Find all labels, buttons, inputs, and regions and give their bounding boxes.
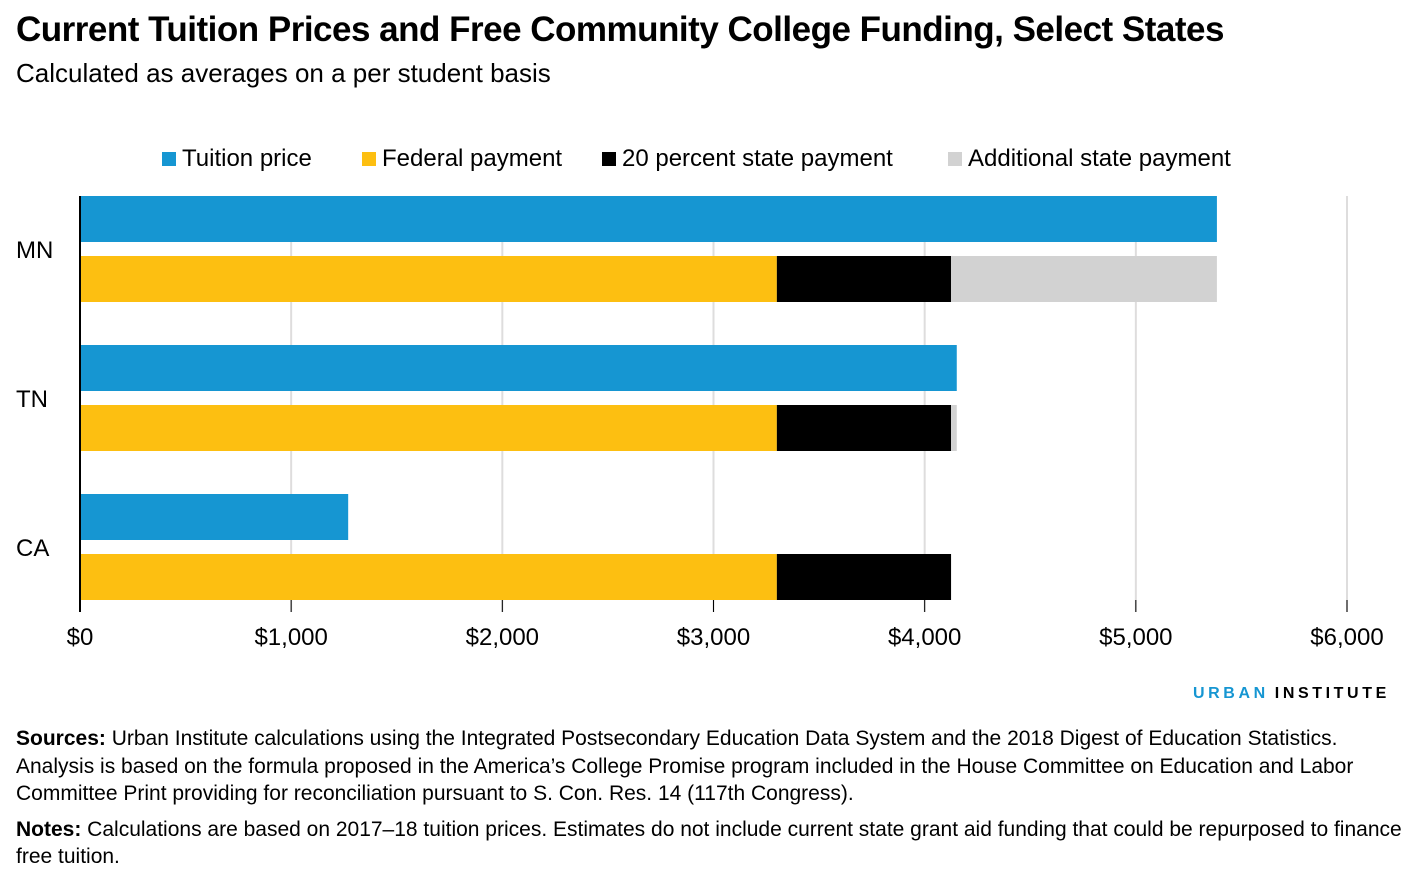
- x-tick-label: $4,000: [888, 624, 961, 651]
- urban-institute-logo: URBAN INSTITUTE: [1193, 685, 1390, 702]
- x-tick-label: $5,000: [1099, 624, 1172, 651]
- legend-item-federal: Federal payment: [362, 145, 562, 173]
- category-label: MN: [16, 237, 53, 264]
- bar-segment-20-percent-state-payment-CA: [776, 554, 952, 600]
- legend-swatch: [162, 152, 176, 166]
- x-tick-label: $0: [67, 624, 94, 651]
- bar-segment-federal-payment-CA: [80, 554, 777, 600]
- legend-item-state20: 20 percent state payment: [602, 145, 893, 173]
- legend-swatch: [602, 152, 616, 166]
- x-tick-label: $2,000: [466, 624, 539, 651]
- legend-swatch: [948, 152, 962, 166]
- x-tick-label: $6,000: [1310, 624, 1383, 651]
- bar-segment-20-percent-state-payment-MN: [776, 256, 952, 302]
- legend-label: Tuition price: [182, 145, 312, 172]
- category-label: TN: [16, 386, 48, 413]
- bar-tuition-MN: [80, 196, 1217, 242]
- notes-note: Notes: Calculations are based on 2017–18…: [16, 817, 1402, 869]
- legend-label: 20 percent state payment: [622, 145, 893, 172]
- bar-tuition-TN: [80, 345, 957, 391]
- bar-tuition-CA: [80, 494, 349, 540]
- legend-item-additional: Additional state payment: [948, 145, 1231, 173]
- legend-item-tuition: Tuition price: [162, 145, 312, 173]
- chart-title: Current Tuition Prices and Free Communit…: [16, 10, 1225, 49]
- bar-segment-federal-payment-TN: [80, 405, 777, 451]
- sources-note: Sources: Urban Institute calculations us…: [16, 727, 1354, 805]
- legend-label: Additional state payment: [968, 145, 1231, 172]
- x-tick-label: $1,000: [254, 624, 327, 651]
- bar-segment-federal-payment-MN: [80, 256, 777, 302]
- bar-segment-additional-state-payment-MN: [951, 256, 1217, 302]
- bar-plot: $0 $1,000 $2,000 $3,000 $4,000 $5,000 $6,000 MN…: [16, 196, 1384, 651]
- bar-segment-additional-state-payment-TN: [951, 405, 957, 451]
- chart-subtitle: Calculated as averages on a per student …: [16, 58, 551, 88]
- x-tick-label: $3,000: [677, 624, 750, 651]
- notes-section: Sources: Urban Institute calculations us…: [16, 725, 1411, 879]
- category-label: CA: [16, 535, 49, 562]
- legend-swatch: [362, 152, 376, 166]
- legend-label: Federal payment: [382, 145, 563, 172]
- bar-segment-20-percent-state-payment-TN: [776, 405, 952, 451]
